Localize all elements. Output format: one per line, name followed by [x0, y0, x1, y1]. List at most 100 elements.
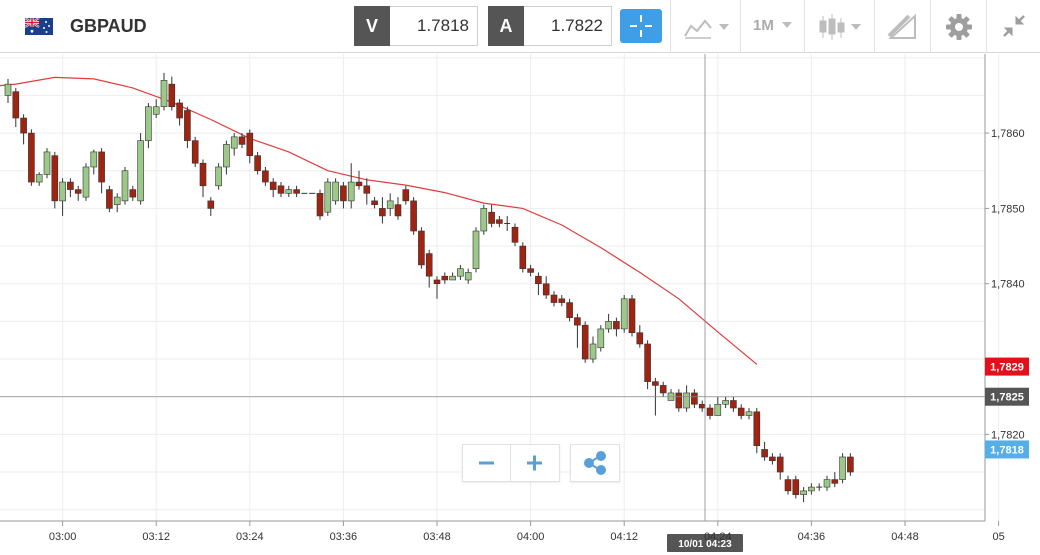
candle: [800, 487, 807, 503]
candle: [597, 325, 605, 352]
indicators-button[interactable]: [670, 0, 740, 53]
buy-price-button[interactable]: A 1.7822: [488, 6, 612, 46]
x-tick-label: 03:24: [236, 531, 264, 543]
collapse-button[interactable]: [986, 0, 1040, 53]
candle: [269, 178, 277, 198]
settings-button[interactable]: [930, 0, 986, 53]
candle: [636, 325, 644, 348]
y-tick-label: 1,7840: [991, 279, 1025, 291]
candle: [519, 242, 527, 273]
zoom-in-button[interactable]: [511, 445, 558, 481]
minus-icon: [479, 461, 494, 465]
zoom-out-button[interactable]: [463, 445, 511, 481]
candle: [464, 268, 472, 284]
x-tick-label: 05: [992, 531, 1004, 543]
candle: [722, 396, 729, 409]
candle: [706, 404, 714, 420]
drawing-tools-button[interactable]: [874, 0, 930, 53]
candle: [121, 166, 129, 205]
candle: [207, 197, 215, 216]
candlestick-icon: [819, 14, 861, 40]
candle: [745, 408, 753, 420]
candle: [285, 185, 293, 198]
candle: [176, 99, 183, 126]
candle: [472, 227, 480, 273]
buy-price: 1.7822: [524, 6, 612, 46]
timeframe-label: 1M: [753, 17, 774, 34]
share-icon: [584, 451, 606, 475]
x-tick-label: 03:36: [330, 531, 358, 543]
candle: [628, 295, 636, 337]
candle: [402, 185, 410, 205]
candle: [496, 215, 503, 228]
collapse-icon: [1003, 15, 1025, 37]
candle: [20, 114, 27, 145]
candle: [675, 389, 683, 412]
candle: [769, 453, 776, 465]
candle: [215, 163, 222, 190]
candle: [386, 193, 394, 216]
candle: [98, 148, 105, 194]
candle: [137, 133, 144, 205]
line-chart-icon: [684, 19, 729, 39]
x-tick-label: 03:00: [49, 531, 77, 543]
candle: [379, 197, 386, 224]
candle: [316, 189, 324, 220]
candle: [293, 185, 300, 198]
candle: [262, 166, 269, 186]
candle: [527, 264, 534, 277]
candle: [4, 78, 12, 103]
plus-icon: [527, 455, 542, 471]
candle: [184, 106, 191, 149]
x-tick-label: 04:36: [798, 531, 826, 543]
chart-type-button[interactable]: [804, 0, 874, 53]
timeframe-button[interactable]: 1M: [740, 0, 804, 53]
candle: [347, 163, 355, 209]
x-tick-label: 04:48: [891, 531, 919, 543]
crosshair-button[interactable]: [620, 9, 662, 43]
candle: [238, 133, 246, 149]
candle: [425, 249, 433, 288]
x-tick-label: 04:24: [704, 531, 732, 543]
candles: [4, 72, 854, 503]
candle: [67, 178, 74, 198]
candle: [535, 272, 542, 296]
candle: [644, 340, 651, 390]
x-tick-label: 04:12: [610, 531, 638, 543]
candle: [566, 298, 573, 322]
candle: [823, 475, 831, 491]
price-badges: 1,7829 1,7825 1,7818: [985, 357, 1029, 459]
candle: [254, 151, 261, 175]
zoom-controls: [462, 444, 560, 482]
candle: [457, 264, 464, 280]
svg-text:10/01 04:23: 10/01 04:23: [678, 539, 732, 550]
candle: [230, 133, 238, 156]
candle: [129, 185, 137, 201]
candle: [574, 313, 581, 348]
candle: [168, 76, 176, 111]
candle: [659, 381, 667, 397]
candle: [831, 472, 839, 488]
candle: [667, 389, 675, 401]
candle: [449, 272, 456, 281]
price-badge: 1,7829: [985, 357, 1029, 376]
share-button[interactable]: [570, 444, 620, 482]
candle: [410, 197, 417, 235]
candle: [113, 193, 121, 213]
x-tick-label: 03:48: [423, 531, 451, 543]
candle: [223, 140, 230, 175]
candle: [106, 185, 113, 213]
sell-price-button[interactable]: V 1.7818: [354, 6, 478, 46]
candle: [43, 148, 51, 179]
candle: [28, 129, 35, 186]
x-tick-label: 03:12: [142, 531, 170, 543]
buy-tag: A: [488, 6, 524, 46]
candle: [340, 182, 347, 209]
price-chart[interactable]: 10/01 04:23 03:00 03:12 03:24 03:36 03:48 04:…: [0, 54, 1040, 555]
candle: [418, 227, 425, 269]
candle: [441, 272, 449, 284]
chart-toolbar: GBPAUD V 1.7818 A 1.7822 1M: [0, 0, 1040, 53]
instrument-symbol: GBPAUD: [70, 16, 147, 36]
price-badge: 1,7825: [985, 387, 1029, 406]
y-tick-label: 1,7850: [991, 203, 1025, 215]
